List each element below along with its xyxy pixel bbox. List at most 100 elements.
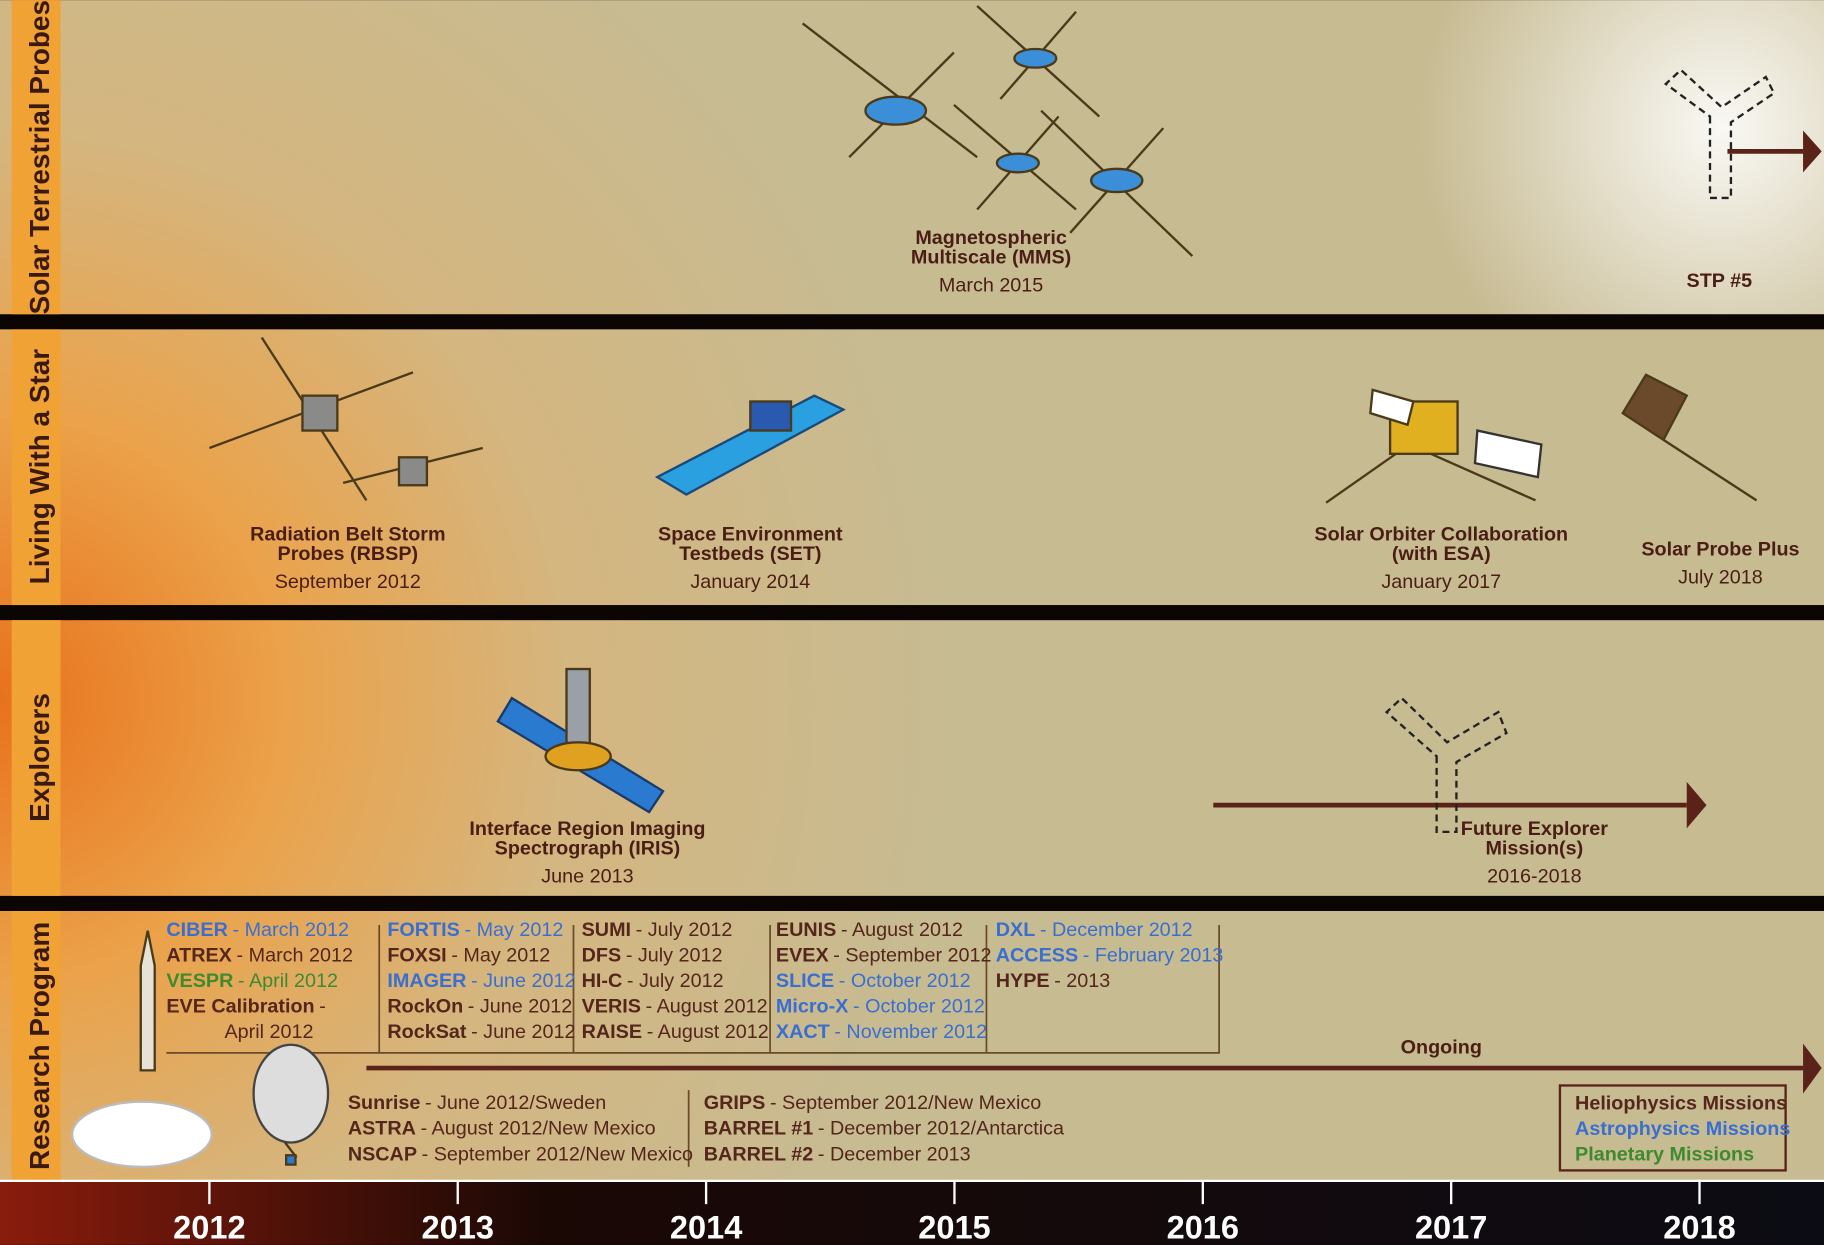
item-name: SLICE xyxy=(776,970,834,992)
item-detail: - March 2012 xyxy=(233,919,349,941)
item-name: CIBER xyxy=(166,919,228,941)
item-name: HI-C xyxy=(582,970,623,992)
year-label: 2018 xyxy=(1663,1209,1735,1245)
item-name: RAISE xyxy=(582,1021,642,1043)
research-item: HI-C- July 2012 xyxy=(582,970,724,992)
item-name: DXL xyxy=(996,919,1036,941)
mission-date: January 2017 xyxy=(1381,571,1501,593)
research-item: FOXSI- May 2012 xyxy=(387,945,550,967)
item-detail: - September 2012/New Mexico xyxy=(770,1092,1041,1114)
item-detail: - August 2012/New Mexico xyxy=(421,1118,656,1140)
year-label: 2015 xyxy=(918,1209,990,1245)
research-item: BARREL #2- December 2013 xyxy=(704,1143,971,1165)
item-name: EUNIS xyxy=(776,919,836,941)
research-item: RockOn- June 2012 xyxy=(387,996,572,1018)
mission-date: January 2014 xyxy=(690,571,810,593)
mission-name: (with ESA) xyxy=(1392,543,1491,565)
item-name: VESPR xyxy=(166,970,233,992)
item-name: RockOn xyxy=(387,996,463,1018)
item-detail: - October 2012 xyxy=(839,970,971,992)
item-detail: - June 2012 xyxy=(471,970,575,992)
mission-name: Solar Probe Plus xyxy=(1641,539,1799,561)
mission-name: Multiscale (MMS) xyxy=(911,247,1071,269)
row-label: Solar Terrestrial Probes xyxy=(24,0,55,314)
row-label: Living With a Star xyxy=(24,349,55,585)
item-detail: April 2012 xyxy=(225,1021,314,1043)
year-label: 2012 xyxy=(173,1209,245,1245)
item-detail: - August 2012 xyxy=(647,1021,769,1043)
research-item: NSCAP- September 2012/New Mexico xyxy=(348,1143,693,1165)
research-item: BARREL #1- December 2012/Antarctica xyxy=(704,1118,1064,1140)
research-item: EVEX- September 2012 xyxy=(776,945,992,967)
item-detail: - May 2012 xyxy=(465,919,564,941)
mission-date: 2016-2018 xyxy=(1487,865,1582,887)
mission-name: STP #5 xyxy=(1687,270,1753,292)
item-detail: - September 2012/New Mexico xyxy=(422,1143,693,1165)
research-item: ATREX- March 2012 xyxy=(166,945,353,967)
year-label: 2014 xyxy=(670,1209,742,1245)
research-item: EUNIS- August 2012 xyxy=(776,919,963,941)
item-detail: - March 2012 xyxy=(237,945,353,967)
legend-entry: Planetary Missions xyxy=(1575,1143,1754,1165)
research-item: GRIPS- September 2012/New Mexico xyxy=(704,1092,1042,1114)
item-detail: - December 2013 xyxy=(818,1143,971,1165)
page: Solar Terrestrial Probes Living With a St… xyxy=(0,0,1824,1245)
research-item: XACT- November 2012 xyxy=(776,1021,987,1043)
research-item: ASTRA- August 2012/New Mexico xyxy=(348,1118,656,1140)
item-detail: - April 2012 xyxy=(238,970,338,992)
year-label: 2016 xyxy=(1167,1209,1239,1245)
mission-date: July 2018 xyxy=(1678,567,1763,589)
mission-name: Testbeds (SET) xyxy=(679,543,821,565)
research-item: FORTIS- May 2012 xyxy=(387,919,563,941)
research-item: SLICE- October 2012 xyxy=(776,970,971,992)
research-item: Micro-X- October 2012 xyxy=(776,996,985,1018)
research-item: VESPR- April 2012 xyxy=(166,970,338,992)
item-name: ASTRA xyxy=(348,1118,416,1140)
item-name: IMAGER xyxy=(387,970,466,992)
research-item: April 2012 xyxy=(225,1021,314,1043)
item-name: EVEX xyxy=(776,945,830,967)
item-detail: - xyxy=(319,996,326,1018)
mission-name: Mission(s) xyxy=(1485,838,1583,860)
item-name: Micro-X xyxy=(776,996,849,1018)
row-label: Explorers xyxy=(24,693,55,822)
item-detail: - September 2012 xyxy=(833,945,991,967)
item-name: XACT xyxy=(776,1021,830,1043)
item-name: VERIS xyxy=(582,996,641,1018)
research-item: DFS- July 2012 xyxy=(582,945,723,967)
item-name: HYPE xyxy=(996,970,1050,992)
research-item: ACCESS- February 2013 xyxy=(996,945,1224,967)
infographic: Solar Terrestrial Probes Living With a St… xyxy=(0,0,1824,1245)
item-detail: - August 2012 xyxy=(841,919,963,941)
mission-date: September 2012 xyxy=(275,571,421,593)
mission-name: Spectrograph (IRIS) xyxy=(495,838,681,860)
item-name: Sunrise xyxy=(348,1092,421,1114)
ongoing-label: Ongoing xyxy=(1401,1036,1482,1058)
item-name: NSCAP xyxy=(348,1143,417,1165)
research-item: CIBER- March 2012 xyxy=(166,919,349,941)
item-detail: - 2013 xyxy=(1054,970,1110,992)
item-name: BARREL #2 xyxy=(704,1143,813,1165)
item-name: GRIPS xyxy=(704,1092,766,1114)
mission-name: Interface Region Imaging xyxy=(469,818,705,840)
mission-name: Space Environment xyxy=(658,523,843,545)
research-item: RockSat- June 2012 xyxy=(387,1021,575,1043)
research-item: DXL- December 2012 xyxy=(996,919,1193,941)
mission-name: Solar Orbiter Collaboration xyxy=(1314,523,1568,545)
research-item: SUMI- July 2012 xyxy=(582,919,733,941)
item-detail: - June 2012 xyxy=(471,1021,575,1043)
research-item: Sunrise- June 2012/Sweden xyxy=(348,1092,606,1114)
item-detail: - October 2012 xyxy=(853,996,985,1018)
item-name: SUMI xyxy=(582,919,631,941)
row-label: Research Program xyxy=(24,922,55,1170)
research-item: VERIS- August 2012 xyxy=(582,996,768,1018)
mission-name: Magnetospheric xyxy=(915,227,1067,249)
item-name: ATREX xyxy=(166,945,232,967)
item-detail: - December 2012/Antarctica xyxy=(818,1118,1064,1140)
item-name: EVE Calibration xyxy=(166,996,314,1018)
research-item: RAISE- August 2012 xyxy=(582,1021,769,1043)
mission-name: Probes (RBSP) xyxy=(278,543,419,565)
item-name: FOXSI xyxy=(387,945,446,967)
year-label: 2017 xyxy=(1415,1209,1487,1245)
item-name: DFS xyxy=(582,945,622,967)
